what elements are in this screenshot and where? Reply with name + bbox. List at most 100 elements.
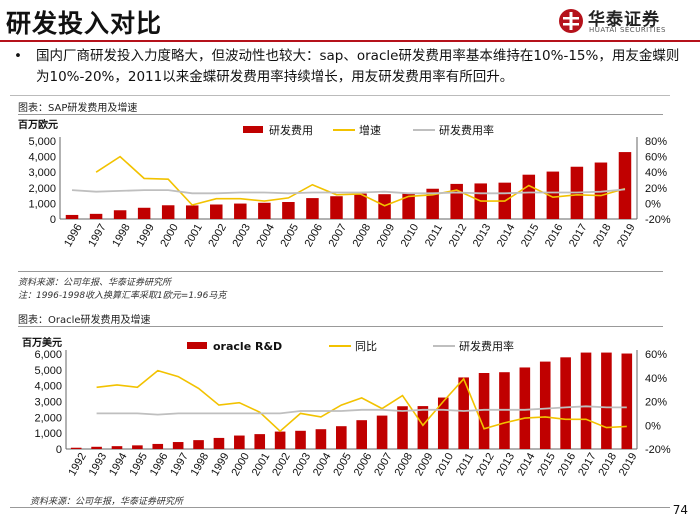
bullet-dot-icon: • bbox=[14, 48, 22, 64]
sap-x-tick-label: 2010 bbox=[399, 222, 422, 249]
oracle-caption-rule bbox=[18, 326, 663, 327]
sap-x-tick-label: 2014 bbox=[495, 222, 518, 249]
oracle-x-tick-label: 2014 bbox=[515, 451, 538, 478]
sap-bar-1999 bbox=[137, 207, 151, 219]
oracle-x-tick-label: 2006 bbox=[352, 451, 375, 478]
oracle-left-tick-label: 0 bbox=[56, 444, 62, 456]
sap-x-tick-label: 2004 bbox=[254, 222, 277, 249]
oracle-x-tick-label: 1994 bbox=[107, 451, 130, 478]
sap-x-tick-label: 2009 bbox=[375, 222, 398, 249]
sap-legend-label: 研发费用率 bbox=[439, 123, 494, 137]
sap-x-tick-label: 1999 bbox=[134, 222, 157, 249]
oracle-bar-1995 bbox=[132, 445, 143, 449]
page-number: 74 bbox=[672, 503, 688, 517]
sap-bar-2003 bbox=[234, 203, 247, 219]
sap-source-note: 资料来源：公司年报、华泰证券研究所 bbox=[18, 278, 172, 288]
sap-x-tick-label: 2005 bbox=[278, 222, 301, 249]
oracle-legend-label: 研发费用率 bbox=[459, 339, 514, 353]
header-divider bbox=[0, 40, 700, 42]
sap-bar-2005 bbox=[282, 201, 295, 219]
sap-left-tick-label: 5,000 bbox=[28, 136, 56, 148]
page-title: 研发投入对比 bbox=[6, 9, 163, 38]
sap-x-tick-label: 2006 bbox=[303, 222, 326, 249]
oracle-x-tick-label: 2013 bbox=[495, 451, 518, 478]
sap-bar-2010 bbox=[402, 192, 415, 219]
oracle-legend-label: oracle R&D bbox=[213, 340, 282, 353]
oracle-bar-2016 bbox=[560, 357, 571, 449]
sap-bar-2015 bbox=[522, 174, 536, 219]
oracle-line-ratio bbox=[96, 405, 627, 416]
sap-left-tick-label: 4,000 bbox=[28, 152, 56, 164]
sap-right-tick-label: 80% bbox=[645, 136, 667, 148]
bullet-divider bbox=[10, 95, 670, 96]
oracle-bar-2000 bbox=[234, 435, 245, 449]
oracle-right-tick-label: 60% bbox=[645, 349, 667, 361]
sap-bar-2018 bbox=[594, 162, 608, 219]
oracle-x-tick-label: 2000 bbox=[229, 451, 252, 478]
sap-bar-2008 bbox=[354, 193, 367, 219]
oracle-x-tick-label: 2007 bbox=[372, 451, 395, 478]
sap-x-tick-label: 2002 bbox=[206, 222, 229, 249]
oracle-left-tick-label: 6,000 bbox=[34, 349, 62, 361]
brand-logo: 华泰证券 HUATAI SECURITIES bbox=[558, 5, 688, 39]
logo-chinese-name: 华泰证券 bbox=[588, 10, 660, 30]
sap-bar-2009 bbox=[378, 194, 391, 219]
oracle-x-tick-label: 2017 bbox=[576, 451, 599, 478]
sap-bar-2016 bbox=[546, 171, 560, 219]
sap-bar-2012 bbox=[450, 183, 463, 219]
oracle-bar-1993 bbox=[91, 446, 102, 449]
oracle-bar-2005 bbox=[336, 426, 347, 449]
oracle-bar-2008 bbox=[397, 406, 408, 449]
sap-right-tick-label: 0% bbox=[645, 198, 661, 210]
oracle-right-tick-label: 20% bbox=[645, 397, 667, 409]
sap-legend-swatch-bar bbox=[243, 126, 263, 133]
sap-exchange-note: 注：1996-1998收入换算汇率采取1欧元=1.96马克 bbox=[18, 291, 227, 301]
sap-x-tick-label: 2011 bbox=[423, 222, 445, 248]
sap-x-tick-label: 2003 bbox=[230, 222, 253, 249]
title-bar: 研发投入对比 华泰证券 HUATAI SECURITIES bbox=[0, 0, 700, 44]
sap-x-tick-label: 2018 bbox=[591, 222, 614, 249]
sap-bar-2019 bbox=[618, 152, 632, 219]
sap-bar-1998 bbox=[113, 210, 127, 219]
sap-left-tick-label: 1,000 bbox=[28, 198, 56, 210]
oracle-x-tick-label: 2001 bbox=[250, 451, 273, 478]
oracle-bar-1998 bbox=[193, 440, 204, 449]
sap-bar-2011 bbox=[426, 188, 439, 219]
oracle-right-tick-label: 0% bbox=[645, 420, 661, 432]
oracle-x-tick-label: 2016 bbox=[556, 451, 579, 478]
sap-bar-2000 bbox=[161, 205, 175, 219]
oracle-x-tick-label: 2002 bbox=[270, 451, 293, 478]
oracle-x-tick-label: 1997 bbox=[168, 451, 191, 478]
oracle-x-tick-label: 1995 bbox=[127, 451, 150, 478]
sap-x-tick-label: 2015 bbox=[519, 222, 542, 249]
sap-left-tick-label: 3,000 bbox=[28, 167, 56, 179]
summary-text: 国内厂商研发投入力度略大，但波动性也较大：sap、oracle研发费用率基本维持… bbox=[36, 48, 680, 85]
oracle-left-tick-label: 5,000 bbox=[34, 365, 62, 377]
sap-x-tick-label: 1997 bbox=[86, 222, 109, 249]
sap-x-tick-label: 2000 bbox=[158, 222, 181, 249]
oracle-x-tick-label: 2005 bbox=[331, 451, 354, 478]
sap-x-tick-label: 2019 bbox=[615, 222, 638, 249]
oracle-bar-2011 bbox=[458, 377, 469, 449]
oracle-left-tick-label: 1,000 bbox=[34, 428, 62, 440]
oracle-x-tick-label: 2004 bbox=[311, 451, 334, 478]
oracle-x-tick-label: 1993 bbox=[87, 451, 110, 478]
sap-x-tick-label: 2007 bbox=[327, 222, 350, 249]
sap-source-rule bbox=[18, 271, 663, 272]
sap-line-ratio bbox=[71, 188, 626, 195]
sap-x-tick-label: 2017 bbox=[567, 222, 590, 249]
oracle-x-tick-label: 2008 bbox=[393, 451, 416, 478]
logo-english-name: HUATAI SECURITIES bbox=[589, 26, 666, 34]
oracle-right-tick-label: -20% bbox=[645, 444, 671, 456]
sap-x-tick-label: 2008 bbox=[351, 222, 374, 249]
sap-right-tick-label: 40% bbox=[645, 167, 667, 179]
sap-x-tick-label: 2012 bbox=[447, 222, 470, 249]
huatai-logo-icon bbox=[559, 9, 583, 33]
sap-right-tick-label: -20% bbox=[645, 214, 671, 226]
oracle-x-tick-label: 1996 bbox=[148, 451, 171, 478]
summary-bullet: • 国内厂商研发投入力度略大，但波动性也较大：sap、oracle研发费用率基本… bbox=[10, 46, 690, 88]
oracle-chart-caption: 图表：Oracle研发费用及增速 bbox=[18, 315, 151, 326]
oracle-bar-2010 bbox=[437, 397, 449, 449]
oracle-line-growth bbox=[96, 369, 627, 433]
oracle-bar-1997 bbox=[172, 442, 184, 449]
